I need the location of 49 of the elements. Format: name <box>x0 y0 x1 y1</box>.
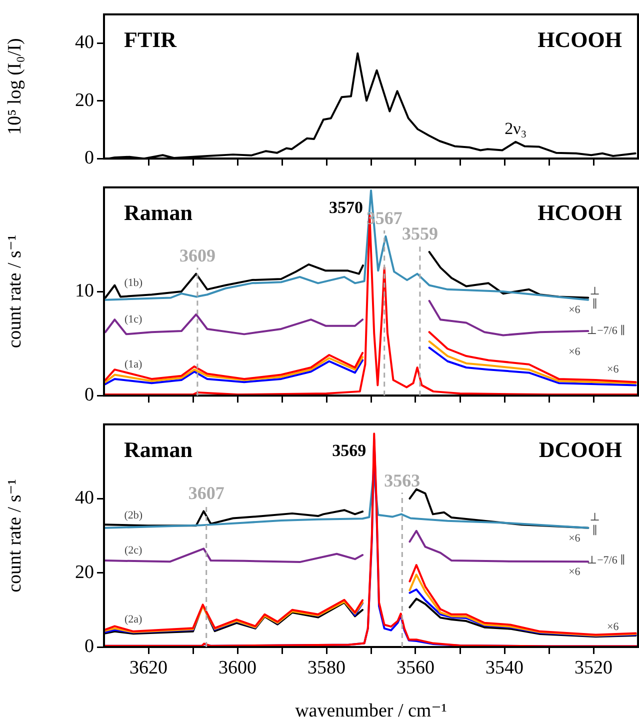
annotation: Raman <box>124 200 192 226</box>
x-tick-label: 3520 <box>574 657 612 678</box>
y-tick-label: 0 <box>84 636 94 657</box>
annotation: HCOOH <box>538 27 622 52</box>
y-tick-label: 0 <box>84 384 94 406</box>
annotation: ×6 <box>607 620 620 633</box>
y-tick-label: 40 <box>75 488 94 509</box>
annotation: (2a) <box>124 614 143 626</box>
annotation: (1c) <box>124 314 143 326</box>
ref-line-label: 3563 <box>384 470 420 490</box>
annotation: ⊥−7/6 ∥ <box>586 554 626 567</box>
y-axis-title: 10⁵ log (I₀/I) <box>4 38 26 135</box>
annotation: ∥ <box>592 297 598 310</box>
annotation: Raman <box>124 437 192 462</box>
y-tick-label: 10 <box>75 280 94 302</box>
annotation: ×6 <box>568 346 581 358</box>
annotation: ×6 <box>568 304 581 316</box>
y-tick-label: 40 <box>75 32 94 54</box>
ref-line-label: 3559 <box>402 224 438 244</box>
x-tick-label: 3540 <box>486 657 524 678</box>
y-tick-label: 20 <box>75 90 94 111</box>
x-tick-label: 3620 <box>130 657 168 678</box>
annotation: ⊥−7/6 ∥ <box>586 324 626 337</box>
annotation: (2c) <box>124 544 143 557</box>
annotation: ⊥ <box>590 285 600 298</box>
annotation: 3569 <box>332 441 366 460</box>
annotation: 2ν₃ <box>504 118 527 138</box>
annotation: ×6 <box>568 566 581 578</box>
y-tick-label: 0 <box>84 148 94 169</box>
annotation: (2b) <box>124 510 143 522</box>
x-axis-title: wavenumber / cm⁻¹ <box>295 700 448 722</box>
annotation: 3570 <box>329 198 363 217</box>
annotation: (1b) <box>124 277 143 290</box>
ref-line-label: 3609 <box>179 245 216 266</box>
annotation: ⊥ <box>590 511 600 524</box>
annotation: ∥ <box>592 524 598 538</box>
y-tick-label: 20 <box>75 562 94 583</box>
ref-line-label: 3607 <box>188 482 224 503</box>
x-tick-label: 3560 <box>396 657 434 678</box>
annotation: ×6 <box>568 532 581 544</box>
annotation: ×6 <box>607 363 620 376</box>
x-tick-label: 3600 <box>218 657 256 678</box>
y-axis-title: count rate / s⁻¹ <box>4 234 26 348</box>
annotation: DCOOH <box>538 437 622 462</box>
x-tick-label: 3580 <box>308 657 346 678</box>
annotation: HCOOH <box>538 200 622 226</box>
y-axis-title: count rate / s⁻¹ <box>4 478 26 592</box>
annotation: FTIR <box>124 27 178 52</box>
annotation: (1a) <box>124 358 143 370</box>
